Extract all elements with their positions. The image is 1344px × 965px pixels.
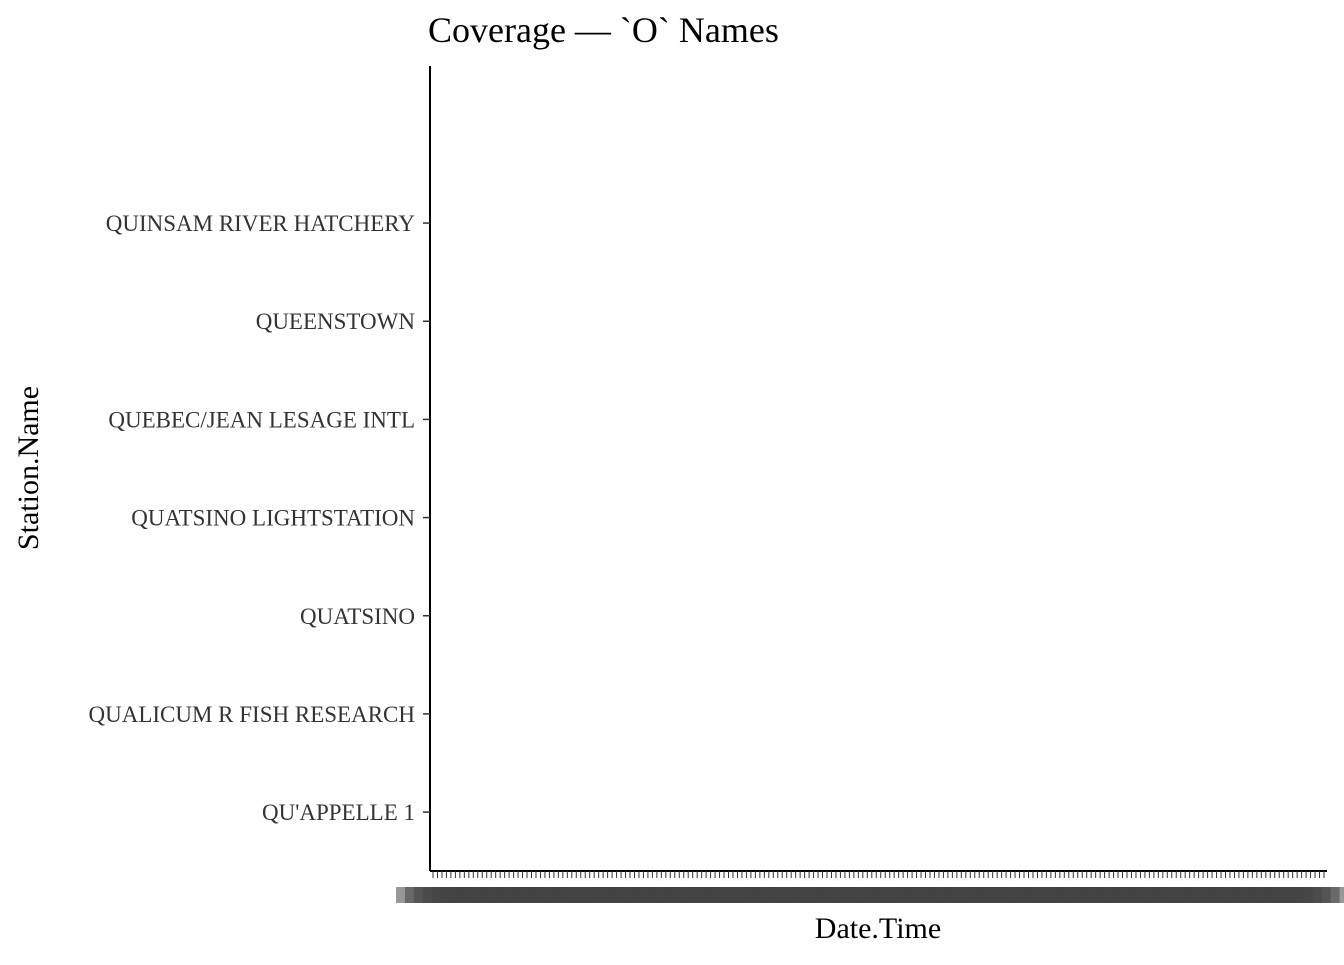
- x-axis: [396, 870, 1344, 903]
- y-tick-label: QUALICUM R FISH RESEARCH: [88, 702, 415, 727]
- y-tick-label: QUATSINO: [300, 604, 415, 629]
- y-tick-label: QUINSAM RIVER HATCHERY: [106, 211, 416, 236]
- x-axis-title: Date.Time: [815, 912, 941, 945]
- y-axis: QU'APPELLE 1 QUALICUM R FISH RESEARCH QUAT…: [88, 66, 431, 871]
- y-tick-label: QUATSINO LIGHTSTATION: [131, 506, 415, 531]
- y-axis-title: Station.Name: [12, 386, 45, 550]
- y-tick-label: QUEBEC/JEAN LESAGE INTL: [108, 407, 415, 432]
- y-tick-label: QUEENSTOWN: [256, 309, 416, 334]
- chart-title: Coverage — `O` Names: [428, 10, 779, 50]
- y-tick-label: QU'APPELLE 1: [262, 800, 415, 825]
- x-tick-label-overlap: [1282, 887, 1344, 903]
